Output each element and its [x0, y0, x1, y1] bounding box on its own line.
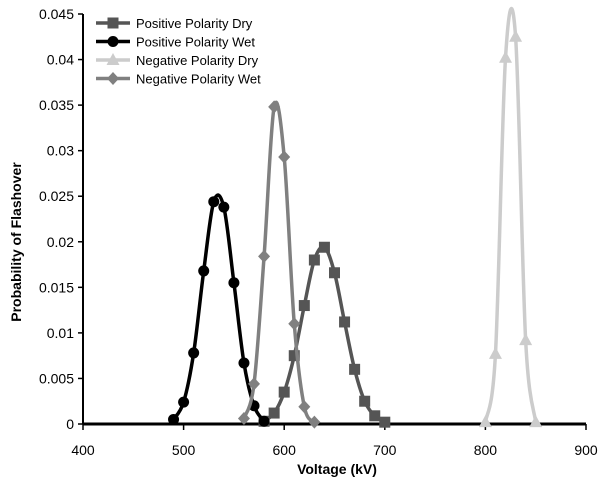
data-point — [198, 265, 210, 277]
data-point — [499, 50, 513, 63]
data-point — [228, 277, 240, 289]
legend-marker — [107, 72, 119, 85]
y-tick-label: 0.035 — [39, 97, 74, 113]
data-point — [308, 415, 321, 429]
data-point — [237, 412, 250, 426]
axes — [82, 14, 586, 426]
legend-marker — [106, 53, 120, 65]
data-point — [258, 249, 271, 263]
y-tick-labels: 0 0.005 0.01 0.015 0.02 0.025 0.03 0.035 0.04 0.0… — [39, 6, 83, 432]
data-point — [369, 410, 381, 422]
series-positive-polarity-dry — [258, 241, 391, 428]
series-positive-polarity-wet — [168, 193, 270, 427]
data-point — [488, 346, 502, 359]
data-point — [268, 407, 280, 419]
data-point — [208, 196, 220, 208]
data-point — [298, 400, 311, 414]
data-point — [318, 241, 330, 253]
y-tick-label: 0.04 — [47, 52, 74, 68]
x-tick-label: 600 — [273, 442, 297, 458]
data-point — [278, 150, 291, 164]
y-tick-label: 0.045 — [39, 6, 74, 22]
x-axis-title: Voltage (kV) — [297, 461, 377, 477]
y-axis-title: Probability of Flashover — [8, 162, 24, 322]
x-tick-label: 800 — [474, 442, 498, 458]
data-point — [298, 300, 310, 312]
x-tick-labels: 400 500 600 700 800 900 — [71, 424, 598, 458]
data-point — [529, 415, 543, 428]
data-point — [238, 357, 250, 369]
data-point — [359, 395, 371, 407]
x-tick-label: 400 — [71, 442, 95, 458]
legend-label: Negative Polarity Dry — [136, 53, 259, 68]
data-point — [258, 415, 270, 427]
series-negative-polarity-dry — [478, 7, 543, 428]
legend: Positive Polarity Dry Positive Polarity W… — [96, 16, 261, 87]
legend-marker — [107, 36, 119, 47]
y-tick-label: 0.015 — [39, 279, 74, 295]
series-line — [483, 7, 538, 423]
x-tick-label: 900 — [574, 442, 598, 458]
data-point — [288, 317, 301, 331]
data-point — [178, 396, 190, 408]
data-point — [188, 347, 200, 359]
y-tick-label: 0.02 — [47, 234, 74, 250]
legend-label: Positive Polarity Wet — [136, 35, 255, 50]
y-tick-label: 0 — [66, 416, 74, 432]
data-point — [329, 267, 340, 279]
data-point — [379, 416, 391, 428]
x-tick-label: 500 — [172, 442, 196, 458]
y-tick-label: 0.005 — [39, 370, 74, 386]
data-point — [519, 333, 533, 346]
y-tick-label: 0.03 — [47, 143, 74, 159]
series-negative-polarity-wet — [237, 100, 321, 429]
data-point — [248, 377, 261, 391]
data-point — [308, 254, 320, 266]
legend-label: Negative Polarity Wet — [136, 72, 261, 87]
data-point — [168, 413, 180, 425]
data-point — [478, 415, 492, 428]
data-point — [278, 386, 290, 398]
data-point — [509, 29, 523, 42]
x-tick-label: 700 — [373, 442, 397, 458]
data-point — [218, 201, 230, 213]
data-point — [349, 363, 361, 375]
series-line — [242, 100, 316, 424]
legend-marker — [107, 17, 119, 29]
data-point — [268, 100, 281, 114]
series-group — [168, 7, 543, 429]
series-line — [172, 193, 266, 423]
y-tick-label: 0.025 — [39, 188, 74, 204]
data-point — [339, 316, 351, 328]
legend-label: Positive Polarity Dry — [136, 16, 253, 31]
y-tick-label: 0.01 — [47, 325, 74, 341]
data-point — [288, 350, 300, 362]
